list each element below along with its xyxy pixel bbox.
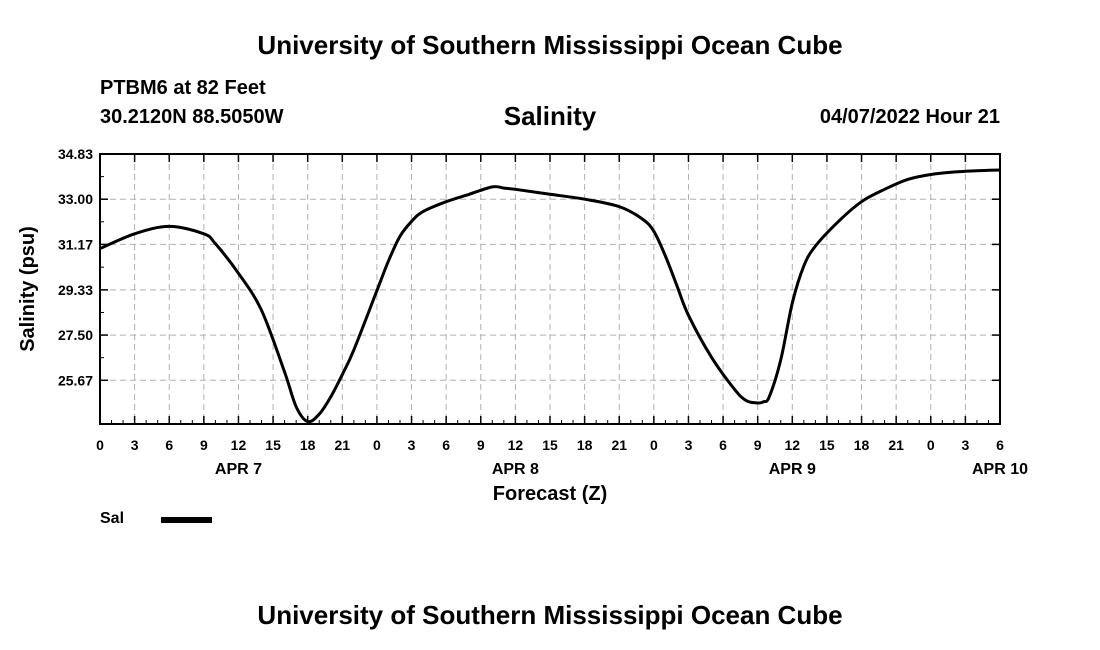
legend-swatch — [161, 517, 212, 523]
x-tick-label: 0 — [927, 437, 935, 453]
forecast-datetime: 04/07/2022 Hour 21 — [819, 106, 1000, 128]
x-tick-label: 3 — [408, 437, 416, 453]
y-axis-label: Salinity (psu) — [17, 226, 39, 352]
x-tick-label: 6 — [442, 437, 450, 453]
x-tick-label: 21 — [611, 437, 627, 453]
y-tick-label: 25.67 — [58, 372, 93, 388]
series-line-sal — [99, 168, 1001, 424]
x-tick-label: 18 — [300, 437, 316, 453]
page-title-bottom: University of Southern Mississippi Ocean… — [257, 600, 843, 630]
y-tick-label: 27.50 — [58, 327, 93, 343]
x-tick-label: 3 — [131, 437, 139, 453]
coordinates-label: 30.2120N 88.5050W — [100, 106, 284, 128]
x-tick-label: 18 — [577, 437, 593, 453]
x-tick-label: 9 — [754, 437, 762, 453]
station-label: PTBM6 at 82 Feet — [100, 77, 266, 99]
x-tick-label: 18 — [854, 437, 870, 453]
y-tick-label: 31.17 — [58, 236, 93, 252]
x-tick-label: 3 — [685, 437, 693, 453]
y-tick-label: 33.00 — [58, 191, 93, 207]
chart-title: Salinity — [503, 101, 597, 131]
page-title-top: University of Southern Mississippi Ocean… — [257, 30, 843, 60]
x-tick-label: 3 — [961, 437, 969, 453]
x-tick-label: 15 — [819, 437, 835, 453]
y-tick-label: 29.33 — [58, 282, 93, 298]
x-tick-label: 6 — [719, 437, 727, 453]
plot-frame — [99, 153, 1001, 425]
x-tick-label: 12 — [785, 437, 801, 453]
x-tick-label: 0 — [650, 437, 658, 453]
x-tick-label: 15 — [265, 437, 281, 453]
x-tick-label: 9 — [200, 437, 208, 453]
x-tick-label: 21 — [335, 437, 351, 453]
x-tick-label: 6 — [996, 437, 1004, 453]
x-tick-label: 9 — [477, 437, 485, 453]
legend-label: Sal — [100, 510, 125, 527]
x-tick-label: 12 — [231, 437, 247, 453]
x-tick-label: 0 — [96, 437, 104, 453]
x-date-label: APR 9 — [769, 461, 816, 478]
x-date-label: APR 10 — [972, 461, 1028, 478]
x-tick-label: 6 — [165, 437, 173, 453]
x-date-label: APR 7 — [215, 461, 262, 478]
x-tick-label: 21 — [888, 437, 904, 453]
x-tick-label: 12 — [508, 437, 524, 453]
y-tick-label: 34.83 — [58, 146, 93, 162]
x-tick-label: 0 — [373, 437, 381, 453]
x-tick-label: 15 — [542, 437, 558, 453]
x-axis-label: Forecast (Z) — [493, 483, 607, 505]
x-date-label: APR 8 — [492, 461, 539, 478]
